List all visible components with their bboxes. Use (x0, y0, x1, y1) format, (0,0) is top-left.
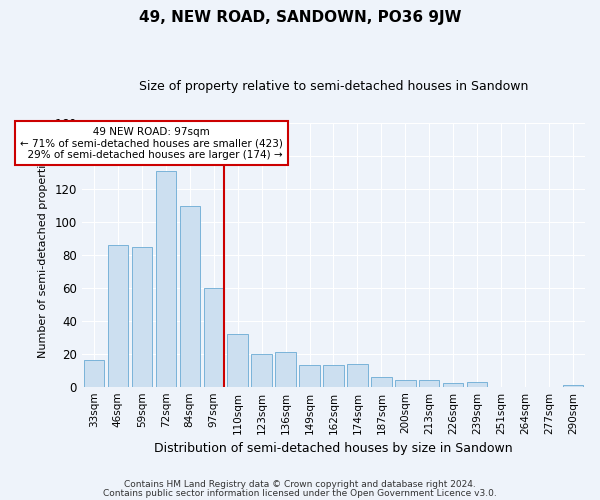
Bar (563, 385, 583, 386)
Bar (275, 352, 296, 386)
Bar (107, 245, 128, 386)
Text: 49 NEW ROAD: 97sqm   
← 71% of semi-detached houses are smaller (423)
  29% of s: 49 NEW ROAD: 97sqm ← 71% of semi-detache… (20, 126, 283, 160)
Bar (155, 171, 176, 386)
Bar (395, 380, 416, 386)
Bar (323, 366, 344, 386)
Bar (251, 354, 272, 386)
Text: Contains public sector information licensed under the Open Government Licence v3: Contains public sector information licen… (103, 488, 497, 498)
Bar (443, 384, 463, 386)
Bar (467, 382, 487, 386)
Bar (227, 334, 248, 386)
Bar (299, 366, 320, 386)
Title: Size of property relative to semi-detached houses in Sandown: Size of property relative to semi-detach… (139, 80, 528, 93)
Bar (371, 377, 392, 386)
Text: Contains HM Land Registry data © Crown copyright and database right 2024.: Contains HM Land Registry data © Crown c… (124, 480, 476, 489)
Bar (179, 206, 200, 386)
X-axis label: Distribution of semi-detached houses by size in Sandown: Distribution of semi-detached houses by … (154, 442, 513, 455)
Bar (419, 380, 439, 386)
Bar (203, 288, 224, 386)
Y-axis label: Number of semi-detached properties: Number of semi-detached properties (38, 152, 48, 358)
Text: 49, NEW ROAD, SANDOWN, PO36 9JW: 49, NEW ROAD, SANDOWN, PO36 9JW (139, 10, 461, 25)
Bar (84, 360, 104, 386)
Bar (347, 364, 368, 386)
Bar (131, 247, 152, 386)
